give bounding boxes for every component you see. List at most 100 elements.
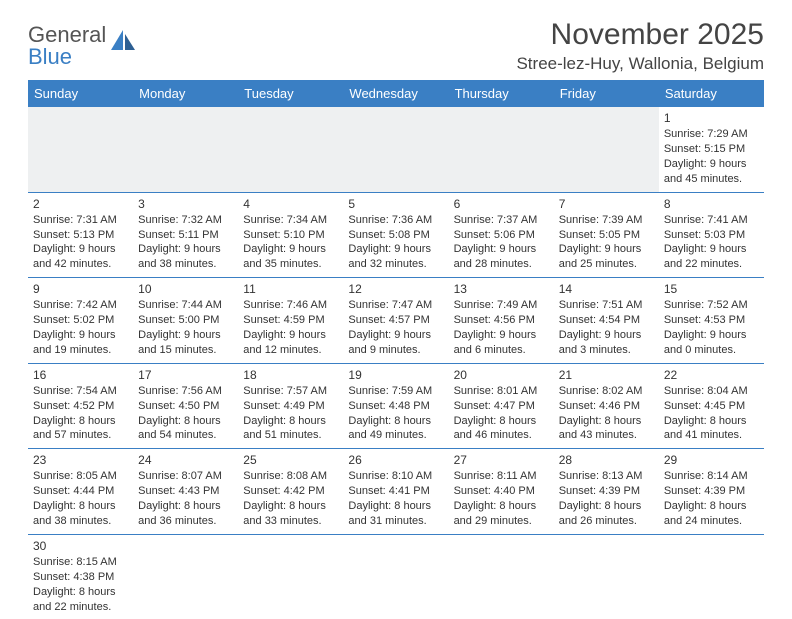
daylight-line: Daylight: 9 hours and 45 minutes. bbox=[664, 157, 759, 187]
calendar-cell: 21Sunrise: 8:02 AMSunset: 4:46 PMDayligh… bbox=[554, 363, 659, 449]
calendar-row: 23Sunrise: 8:05 AMSunset: 4:44 PMDayligh… bbox=[28, 449, 764, 535]
day-number: 2 bbox=[33, 196, 128, 212]
calendar-cell bbox=[449, 107, 554, 192]
daylight-line: Daylight: 9 hours and 22 minutes. bbox=[664, 242, 759, 272]
day-number: 11 bbox=[243, 281, 338, 297]
sunrise-line: Sunrise: 8:04 AM bbox=[664, 384, 759, 399]
calendar-cell: 8Sunrise: 7:41 AMSunset: 5:03 PMDaylight… bbox=[659, 192, 764, 278]
logo: General Blue bbox=[28, 24, 137, 68]
day-number: 14 bbox=[559, 281, 654, 297]
sunrise-line: Sunrise: 7:44 AM bbox=[138, 298, 233, 313]
sunrise-line: Sunrise: 8:01 AM bbox=[454, 384, 549, 399]
sunset-line: Sunset: 4:48 PM bbox=[348, 399, 443, 414]
sunset-line: Sunset: 4:47 PM bbox=[454, 399, 549, 414]
logo-word-2: Blue bbox=[28, 44, 72, 69]
sunset-line: Sunset: 4:59 PM bbox=[243, 313, 338, 328]
daylight-line: Daylight: 9 hours and 6 minutes. bbox=[454, 328, 549, 358]
sunset-line: Sunset: 5:03 PM bbox=[664, 228, 759, 243]
daylight-line: Daylight: 9 hours and 12 minutes. bbox=[243, 328, 338, 358]
day-number: 25 bbox=[243, 452, 338, 468]
sunrise-line: Sunrise: 8:15 AM bbox=[33, 555, 128, 570]
sunset-line: Sunset: 4:53 PM bbox=[664, 313, 759, 328]
sunset-line: Sunset: 5:15 PM bbox=[664, 142, 759, 157]
sunset-line: Sunset: 4:44 PM bbox=[33, 484, 128, 499]
calendar-cell bbox=[554, 107, 659, 192]
sunrise-line: Sunrise: 8:08 AM bbox=[243, 469, 338, 484]
sunrise-line: Sunrise: 8:07 AM bbox=[138, 469, 233, 484]
calendar-cell: 27Sunrise: 8:11 AMSunset: 4:40 PMDayligh… bbox=[449, 449, 554, 535]
daylight-line: Daylight: 8 hours and 49 minutes. bbox=[348, 414, 443, 444]
sunrise-line: Sunrise: 8:14 AM bbox=[664, 469, 759, 484]
calendar-cell: 7Sunrise: 7:39 AMSunset: 5:05 PMDaylight… bbox=[554, 192, 659, 278]
daylight-line: Daylight: 9 hours and 9 minutes. bbox=[348, 328, 443, 358]
day-header: Tuesday bbox=[238, 80, 343, 107]
daylight-line: Daylight: 9 hours and 32 minutes. bbox=[348, 242, 443, 272]
sunrise-line: Sunrise: 7:31 AM bbox=[33, 213, 128, 228]
sunrise-line: Sunrise: 7:47 AM bbox=[348, 298, 443, 313]
day-number: 10 bbox=[138, 281, 233, 297]
day-header-row: Sunday Monday Tuesday Wednesday Thursday… bbox=[28, 80, 764, 107]
sunset-line: Sunset: 5:13 PM bbox=[33, 228, 128, 243]
calendar-cell: 6Sunrise: 7:37 AMSunset: 5:06 PMDaylight… bbox=[449, 192, 554, 278]
sunrise-line: Sunrise: 7:36 AM bbox=[348, 213, 443, 228]
calendar-cell: 11Sunrise: 7:46 AMSunset: 4:59 PMDayligh… bbox=[238, 278, 343, 364]
sunrise-line: Sunrise: 8:10 AM bbox=[348, 469, 443, 484]
sunset-line: Sunset: 5:02 PM bbox=[33, 313, 128, 328]
daylight-line: Daylight: 8 hours and 36 minutes. bbox=[138, 499, 233, 529]
sunrise-line: Sunrise: 7:59 AM bbox=[348, 384, 443, 399]
day-number: 29 bbox=[664, 452, 759, 468]
sunrise-line: Sunrise: 7:32 AM bbox=[138, 213, 233, 228]
calendar-cell bbox=[343, 107, 448, 192]
day-number: 7 bbox=[559, 196, 654, 212]
sunset-line: Sunset: 4:46 PM bbox=[559, 399, 654, 414]
daylight-line: Daylight: 8 hours and 22 minutes. bbox=[33, 585, 128, 615]
calendar-table: Sunday Monday Tuesday Wednesday Thursday… bbox=[28, 80, 764, 619]
sunrise-line: Sunrise: 7:39 AM bbox=[559, 213, 654, 228]
location: Stree-lez-Huy, Wallonia, Belgium bbox=[516, 54, 764, 74]
sunrise-line: Sunrise: 7:41 AM bbox=[664, 213, 759, 228]
daylight-line: Daylight: 8 hours and 38 minutes. bbox=[33, 499, 128, 529]
calendar-cell: 30Sunrise: 8:15 AMSunset: 4:38 PMDayligh… bbox=[28, 534, 133, 619]
calendar-cell bbox=[343, 534, 448, 619]
daylight-line: Daylight: 9 hours and 3 minutes. bbox=[559, 328, 654, 358]
daylight-line: Daylight: 9 hours and 15 minutes. bbox=[138, 328, 233, 358]
calendar-cell: 12Sunrise: 7:47 AMSunset: 4:57 PMDayligh… bbox=[343, 278, 448, 364]
daylight-line: Daylight: 8 hours and 31 minutes. bbox=[348, 499, 443, 529]
day-number: 4 bbox=[243, 196, 338, 212]
daylight-line: Daylight: 8 hours and 24 minutes. bbox=[664, 499, 759, 529]
logo-text: General Blue bbox=[28, 24, 106, 68]
calendar-cell: 13Sunrise: 7:49 AMSunset: 4:56 PMDayligh… bbox=[449, 278, 554, 364]
daylight-line: Daylight: 8 hours and 51 minutes. bbox=[243, 414, 338, 444]
sunset-line: Sunset: 4:43 PM bbox=[138, 484, 233, 499]
calendar-cell: 17Sunrise: 7:56 AMSunset: 4:50 PMDayligh… bbox=[133, 363, 238, 449]
daylight-line: Daylight: 9 hours and 25 minutes. bbox=[559, 242, 654, 272]
calendar-cell: 28Sunrise: 8:13 AMSunset: 4:39 PMDayligh… bbox=[554, 449, 659, 535]
daylight-line: Daylight: 8 hours and 33 minutes. bbox=[243, 499, 338, 529]
day-number: 16 bbox=[33, 367, 128, 383]
day-number: 3 bbox=[138, 196, 233, 212]
sunset-line: Sunset: 4:39 PM bbox=[559, 484, 654, 499]
sunset-line: Sunset: 4:38 PM bbox=[33, 570, 128, 585]
sunset-line: Sunset: 4:52 PM bbox=[33, 399, 128, 414]
calendar-cell: 29Sunrise: 8:14 AMSunset: 4:39 PMDayligh… bbox=[659, 449, 764, 535]
calendar-cell: 26Sunrise: 8:10 AMSunset: 4:41 PMDayligh… bbox=[343, 449, 448, 535]
calendar-cell: 5Sunrise: 7:36 AMSunset: 5:08 PMDaylight… bbox=[343, 192, 448, 278]
sunrise-line: Sunrise: 7:56 AM bbox=[138, 384, 233, 399]
day-number: 12 bbox=[348, 281, 443, 297]
sunrise-line: Sunrise: 7:51 AM bbox=[559, 298, 654, 313]
sunset-line: Sunset: 5:08 PM bbox=[348, 228, 443, 243]
sunset-line: Sunset: 4:40 PM bbox=[454, 484, 549, 499]
daylight-line: Daylight: 8 hours and 29 minutes. bbox=[454, 499, 549, 529]
calendar-cell: 4Sunrise: 7:34 AMSunset: 5:10 PMDaylight… bbox=[238, 192, 343, 278]
day-number: 19 bbox=[348, 367, 443, 383]
sunrise-line: Sunrise: 7:42 AM bbox=[33, 298, 128, 313]
day-number: 26 bbox=[348, 452, 443, 468]
calendar-cell: 9Sunrise: 7:42 AMSunset: 5:02 PMDaylight… bbox=[28, 278, 133, 364]
sunset-line: Sunset: 4:56 PM bbox=[454, 313, 549, 328]
day-number: 22 bbox=[664, 367, 759, 383]
sunrise-line: Sunrise: 8:11 AM bbox=[454, 469, 549, 484]
sunset-line: Sunset: 5:00 PM bbox=[138, 313, 233, 328]
calendar-row: 1Sunrise: 7:29 AMSunset: 5:15 PMDaylight… bbox=[28, 107, 764, 192]
sunrise-line: Sunrise: 7:46 AM bbox=[243, 298, 338, 313]
day-number: 24 bbox=[138, 452, 233, 468]
